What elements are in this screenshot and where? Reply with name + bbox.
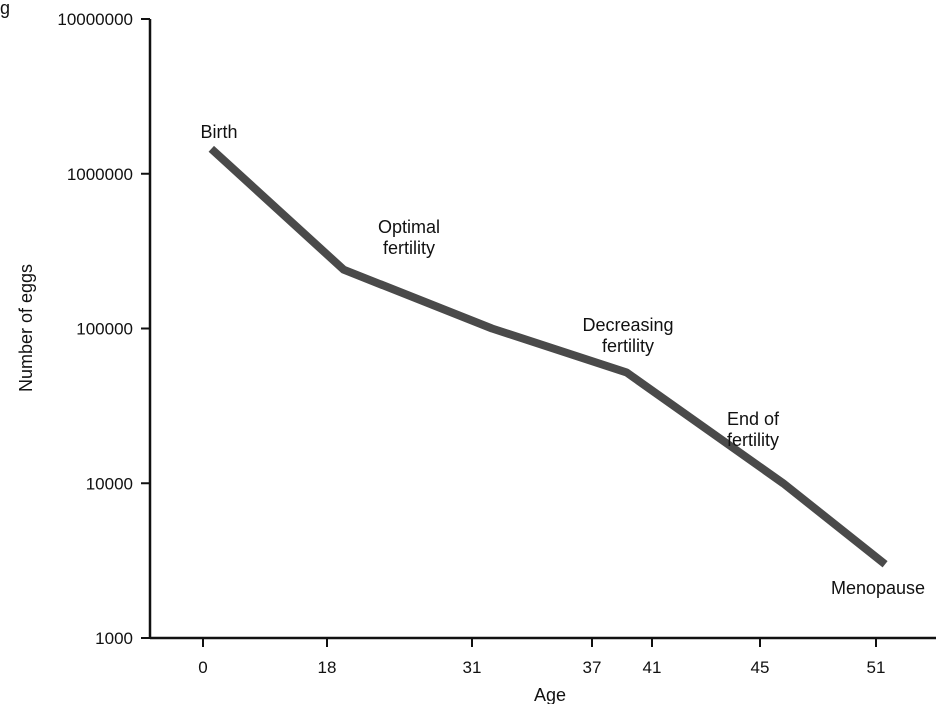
y-tick-label: 100000 (76, 320, 133, 339)
annotation-line: fertility (727, 430, 779, 450)
annotation-line: fertility (383, 238, 435, 258)
annotation-line: fertility (602, 336, 654, 356)
x-tick-label: 51 (867, 658, 886, 677)
y-tick-label: 1000 (95, 629, 133, 648)
x-tick-label: 41 (643, 658, 662, 677)
annotation-line: Decreasing (582, 315, 673, 335)
annotation-label: Birth (200, 122, 237, 142)
annotation-line: Birth (200, 122, 237, 142)
x-tick-label: 37 (583, 658, 602, 677)
x-tick-label: 45 (751, 658, 770, 677)
annotation-label: Menopause (831, 578, 925, 598)
annotation-line: End of (727, 409, 780, 429)
x-tick-label: 0 (198, 658, 207, 677)
annotation-label: Decreasing fertility (582, 315, 673, 356)
egg-count-line (208, 145, 888, 568)
annotation-label: End of fertility (727, 409, 780, 450)
x-tick-label: 31 (463, 658, 482, 677)
annotation-line: Menopause (831, 578, 925, 598)
y-axis: 10000000 1000000 100000 10000 1000 (57, 10, 152, 648)
x-axis-title: Age (534, 685, 566, 704)
y-axis-title: Number of eggs (16, 264, 36, 392)
y-tick-label: 10000 (86, 474, 133, 493)
x-tick-label: 18 (318, 658, 337, 677)
corner-text-fragment: g (0, 0, 10, 18)
annotation-line: Optimal (378, 217, 440, 237)
x-axis: 0 18 31 37 41 45 51 (150, 636, 936, 677)
annotation-label: Optimal fertility (378, 217, 440, 258)
y-tick-label: 10000000 (57, 10, 133, 29)
y-tick-label: 1000000 (67, 165, 133, 184)
series-layer (208, 145, 888, 568)
